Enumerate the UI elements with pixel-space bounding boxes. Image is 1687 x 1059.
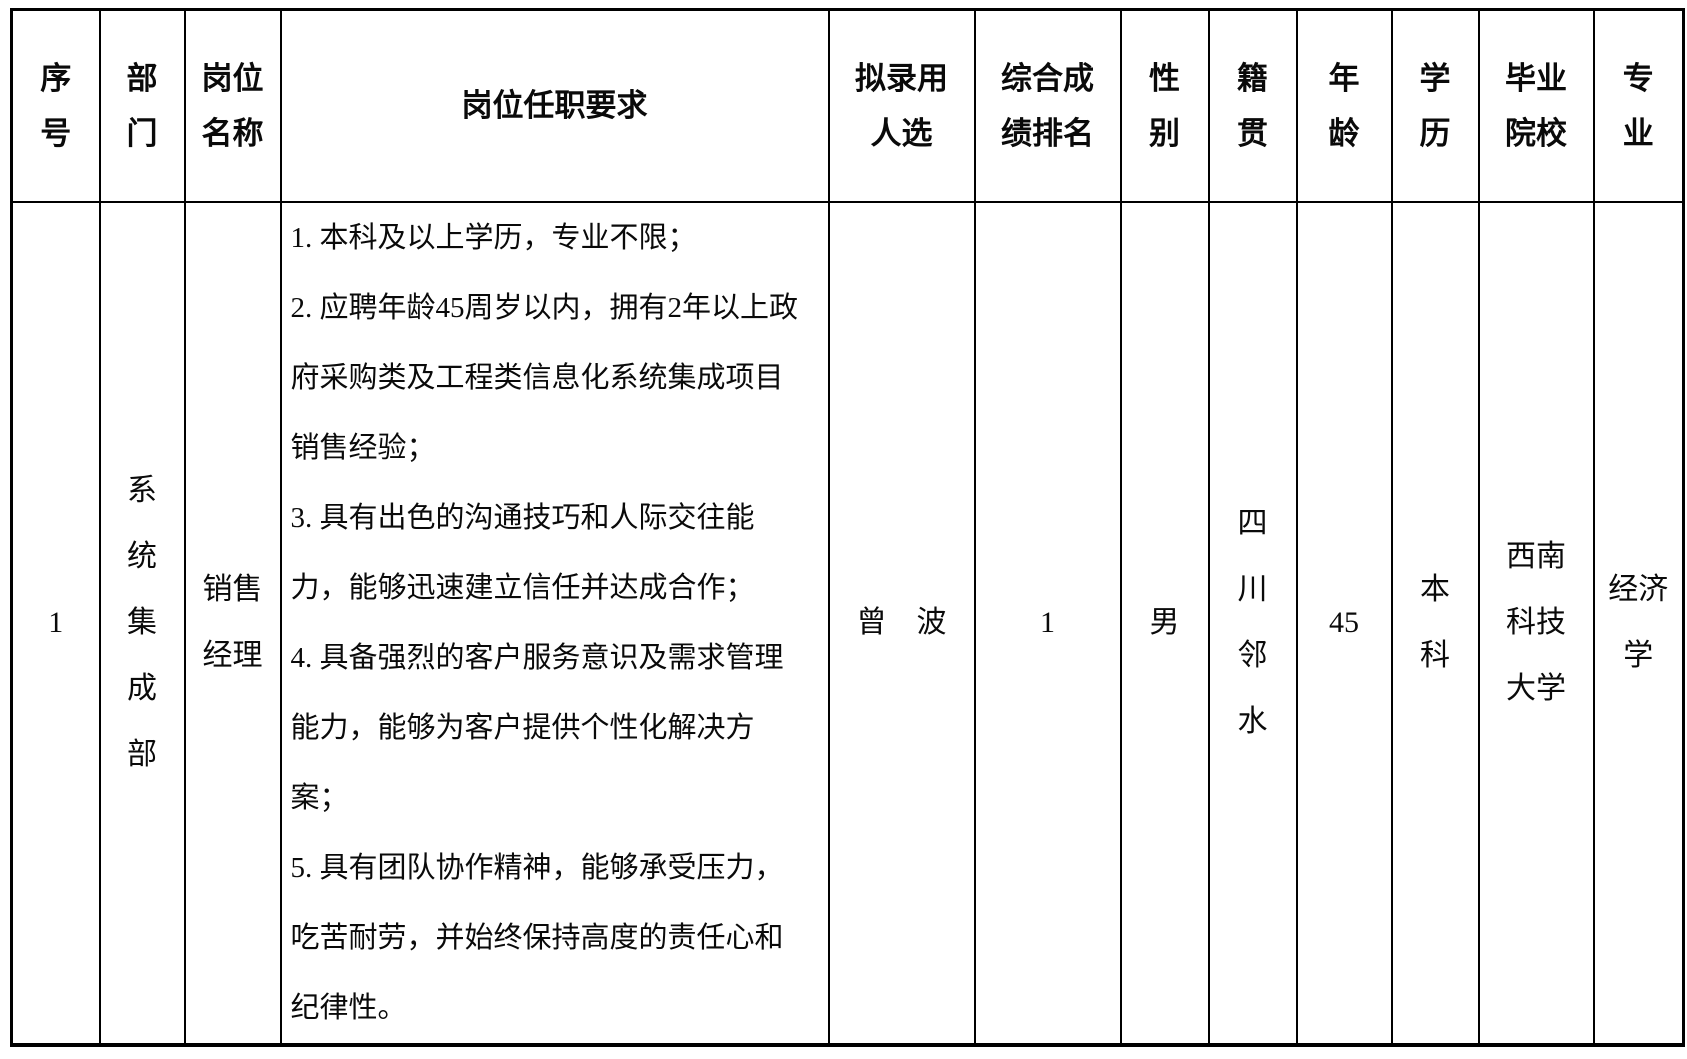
cell-position-name: 销售 经理 [183,200,282,1047]
age-value: 45 [1329,605,1359,639]
requirement-text-line: 4. 具备强烈的客户服务意识及需求管理 [290,641,784,674]
cell-text-line: 销售 [202,572,263,606]
cell-text-line: 部 [127,737,157,771]
cell-text-line: 学 [1623,638,1654,672]
requirement-text-line: 案； [290,781,349,814]
cell-age: 45 [1295,200,1393,1047]
rank-value: 1 [1040,605,1055,639]
header-text-line: 岗位 [201,60,264,96]
header-text-line: 学 [1419,60,1451,96]
header-row: 序号 部门 岗位名称 岗位任职要求 拟录用人选 综合成绩排名 性 [10,8,1685,203]
col-header-age: 年龄 [1295,8,1393,203]
cell-graduate-school: 西南 科技 大学 [1477,200,1595,1047]
header-text-line: 贯 [1237,115,1268,151]
cell-text-line: 科技 [1506,605,1566,639]
requirement-text-line: 府采购类及工程类信息化系统集成项目 [290,361,784,394]
col-header-gender: 性别 [1119,8,1210,203]
cell-text-line: 集 [127,605,157,639]
header-text-line: 名称 [201,115,264,151]
cell-text-line: 大学 [1506,671,1566,705]
recruitment-table: 序号 部门 岗位 名称 岗位任职要求 拟录用 人选 综合成 绩排名 性 [10,8,1685,1047]
requirement-text-line: 销售经验； [290,431,436,464]
cell-text-line: 邻 [1237,638,1268,672]
header-text-line: 龄 [1328,115,1360,151]
header-text-line: 历 [1419,115,1451,151]
header-text-line: 门 [126,115,158,151]
header-text-line: 年 [1328,60,1360,96]
requirement-text-line: 2. 应聘年龄45周岁以内，拥有2年以上政 [290,291,799,324]
header-text-line: 别 [1149,115,1180,151]
header-text-line: 部 [126,60,158,96]
cell-text-line: 成 [127,671,157,705]
header-text-line: 专 [1622,60,1654,96]
cell-text-line: 统 [127,539,157,573]
cell-text-line: 四 [1237,506,1268,540]
col-header-department: 部门 [98,8,186,203]
cell-serial: 1 [10,200,101,1047]
header-text-line: 院校 [1505,115,1567,151]
cell-text-line: 系 [127,473,157,507]
candidate-name: 曾 波 [856,605,947,639]
cell-text-line: 科 [1420,638,1450,672]
header-text-line: 籍 [1237,60,1268,96]
table-row: 1 系统集成部 销售经理 1. 本科及以上学历，专业不限； 2. 应聘年龄45周岁… [10,200,1685,1047]
requirement-text-line: 吃苦耐劳，并始终保持高度的责任心和 [290,921,784,954]
header-text-line: 序 [40,60,72,96]
cell-overall-score-rank: 1 [973,200,1122,1047]
cell-gender: 男 [1119,200,1210,1047]
col-header-overall-score-rank: 综合成 绩排名 [973,8,1122,203]
cell-major: 经济学 [1592,200,1685,1047]
header-text-line: 号 [40,115,72,151]
cell-text-line: 经济 [1608,572,1669,606]
header-text-line: 人选 [870,115,933,151]
col-header-job-requirements: 岗位任职要求 [279,8,830,203]
col-header-proposed-candidate: 拟录用 人选 [827,8,976,203]
cell-education: 本科 [1390,200,1480,1047]
cell-proposed-candidate: 曾 波 [827,200,976,1047]
header-text-line: 绩排名 [1001,115,1094,151]
header-text-line: 拟录用 [855,60,948,96]
cell-text-line: 西南 [1506,539,1566,573]
cell-department: 系统集成部 [98,200,186,1047]
cell-job-requirements: 1. 本科及以上学历，专业不限； 2. 应聘年龄45周岁以内，拥有2年以上政 府采购… [279,200,830,1047]
cell-text-line: 经理 [202,638,263,672]
col-header-serial: 序号 [10,8,101,203]
cell-text-line: 川 [1237,572,1268,606]
header-text-line: 性 [1149,60,1180,96]
requirement-text-line: 纪律性。 [290,991,407,1024]
serial-value: 1 [48,605,64,639]
requirement-text-line: 3. 具有出色的沟通技巧和人际交往能 [290,501,755,534]
col-header-major: 专业 [1592,8,1685,203]
header-text-line: 毕业 [1505,60,1567,96]
col-header-position-name: 岗位 名称 [183,8,282,203]
requirement-text-line: 5. 具有团队协作精神，能够承受压力， [290,851,784,884]
col-header-native-place: 籍贯 [1207,8,1298,203]
cell-text-line: 本 [1420,572,1450,606]
header-text-line: 综合成 [1001,60,1094,96]
cell-text-line: 水 [1237,704,1268,738]
requirement-text-line: 力，能够迅速建立信任并达成合作； [290,571,755,604]
requirement-text-line: 1. 本科及以上学历，专业不限； [290,221,697,254]
header-text-line: 岗位任职要求 [461,88,648,124]
requirement-text-line: 能力，能够为客户提供个性化解决方 [290,711,755,744]
col-header-education: 学历 [1390,8,1480,203]
gender-value: 男 [1149,605,1180,639]
col-header-graduate-school: 毕业 院校 [1477,8,1595,203]
header-text-line: 业 [1622,115,1654,151]
cell-native-place: 四川邻水 [1207,200,1298,1047]
